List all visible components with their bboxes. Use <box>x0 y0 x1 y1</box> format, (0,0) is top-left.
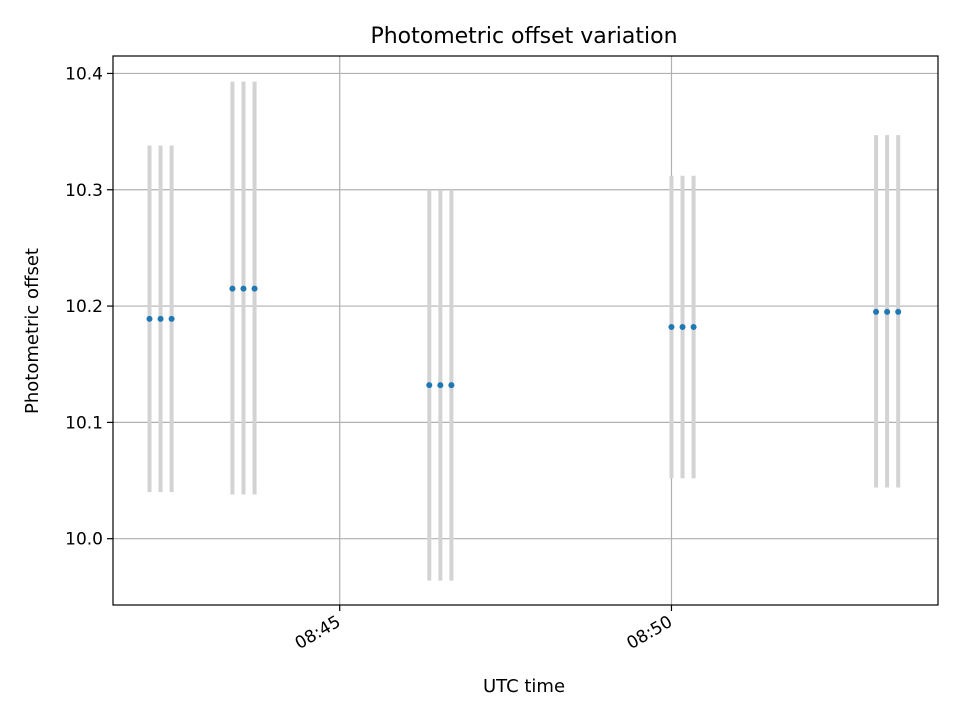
data-point <box>251 285 258 292</box>
error-bars <box>147 81 901 581</box>
y-tick-label: 10.3 <box>65 181 103 201</box>
data-point <box>426 382 433 389</box>
data-point <box>448 382 455 389</box>
x-tick-label: 08:50 <box>624 612 676 654</box>
grid-lines <box>113 56 938 605</box>
y-tick-label: 10.2 <box>65 297 103 317</box>
data-points <box>146 285 902 389</box>
data-point <box>229 285 236 292</box>
data-point <box>668 324 675 331</box>
y-tick-label: 10.4 <box>65 64 103 84</box>
data-point <box>873 308 880 315</box>
plot-frame <box>112 55 939 606</box>
y-axis-ticks: 10.0 10.1 10.2 10.3 10.4 <box>65 64 113 550</box>
chart-title: Photometric offset variation <box>370 24 677 49</box>
y-tick-label: 10.0 <box>65 530 103 550</box>
data-point <box>690 324 697 331</box>
x-axis-ticks: 08:45 08:50 <box>292 605 676 654</box>
data-point <box>437 382 444 389</box>
y-axis-label: Photometric offset <box>22 248 43 414</box>
x-axis-label: UTC time <box>483 676 565 697</box>
data-point <box>157 315 164 322</box>
data-point <box>895 308 902 315</box>
x-tick-label: 08:45 <box>292 612 344 654</box>
data-point <box>146 315 153 322</box>
data-point <box>884 308 891 315</box>
data-point <box>168 315 175 322</box>
data-point <box>240 285 247 292</box>
data-point <box>679 324 686 331</box>
y-tick-label: 10.1 <box>65 413 103 433</box>
